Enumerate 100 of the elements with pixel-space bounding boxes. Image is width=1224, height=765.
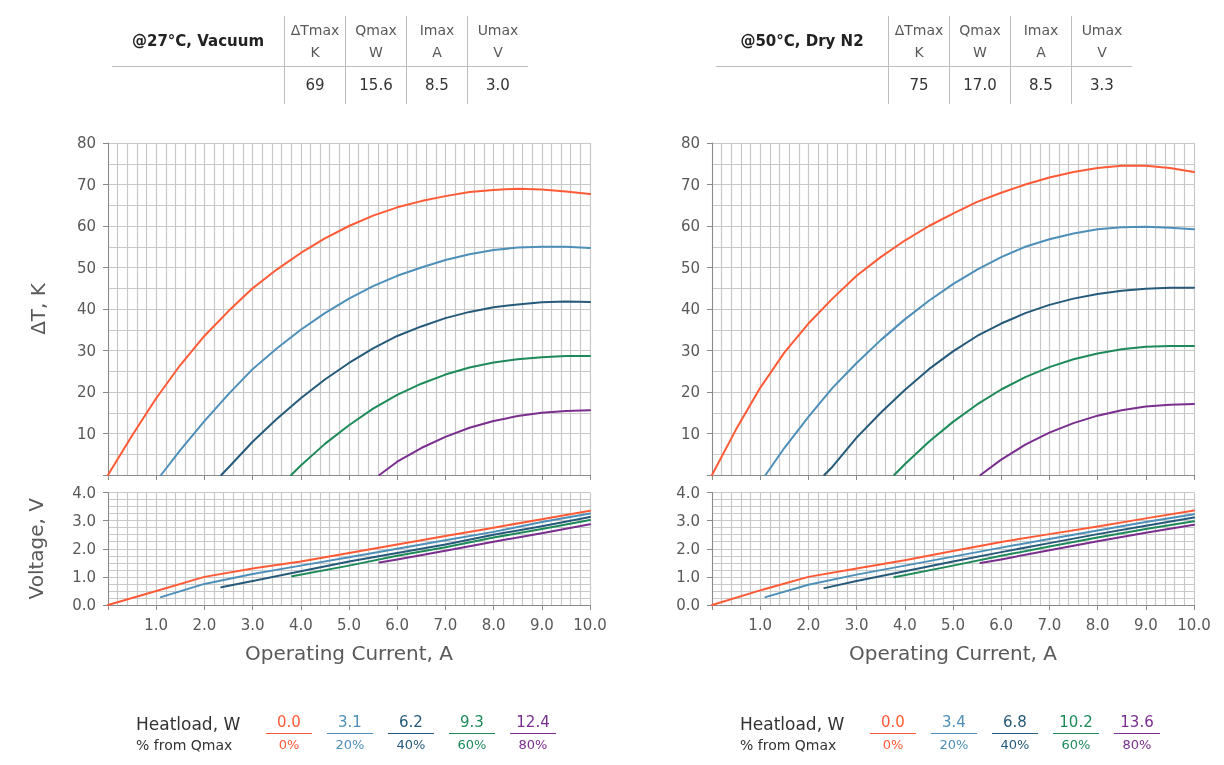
- y-tick-label: 70: [680, 175, 700, 194]
- text: 40%: [999, 737, 1031, 753]
- line-series: [893, 344, 1195, 476]
- text: 6.2: [388, 713, 434, 734]
- data-label: 3.3: [1071, 66, 1132, 104]
- y-tick-label: 20: [76, 383, 96, 401]
- x-tick-label: 5.0: [941, 615, 965, 634]
- line-series: [979, 523, 1195, 565]
- text: 60%: [1060, 737, 1092, 753]
- line-series: [979, 403, 1195, 476]
- text: 60%: [456, 737, 488, 753]
- line-series: [378, 409, 591, 476]
- y-tick-label: 50: [76, 258, 96, 277]
- legend-title: Heatload, W: [740, 714, 846, 734]
- data-label: 69: [284, 66, 346, 104]
- x-tick-label: 4.0: [892, 615, 917, 634]
- category-label: ΔTmax K: [888, 16, 950, 66]
- text: 3.4: [931, 713, 977, 734]
- category-label: Umax V: [467, 16, 528, 66]
- y-tick-label: 0.0: [676, 596, 700, 614]
- line-series: [764, 225, 1195, 476]
- text: 80%: [1121, 737, 1153, 753]
- x-tick-label: 8.0: [481, 615, 506, 634]
- data-label: 75: [888, 66, 950, 104]
- line-series: [290, 354, 591, 476]
- x-tick-label: 9.0: [1133, 615, 1158, 634]
- line-series: [823, 516, 1195, 590]
- x-tick-label: 2.0: [192, 615, 217, 634]
- text: 9.3: [449, 713, 495, 734]
- text: 0.0: [870, 713, 916, 734]
- y-tick-label: 3.0: [676, 511, 700, 530]
- line-series: [160, 245, 591, 476]
- y-axis-title: Voltage, V: [24, 497, 48, 600]
- x-tick-label: 7.0: [1037, 615, 1062, 634]
- text: @50°C, Dry N2: [716, 16, 889, 66]
- text: 0%: [881, 737, 905, 753]
- y-tick-label: 4.0: [676, 483, 700, 502]
- y-tick-label: 1.0: [676, 567, 700, 586]
- y-tick-label: 50: [680, 258, 700, 277]
- x-tick-label: 2.0: [796, 615, 821, 634]
- y-tick-label: 20: [680, 383, 700, 401]
- line-series: [823, 286, 1195, 476]
- text: 3.1: [327, 713, 373, 734]
- y-tick-label: 80: [680, 134, 700, 152]
- line-series: [160, 512, 591, 599]
- y-tick-label: 10: [76, 424, 96, 443]
- category-label: ΔTmax K: [284, 16, 346, 66]
- line-series: [220, 300, 591, 476]
- text: 20%: [938, 737, 970, 753]
- x-axis-title: Operating Current, A: [245, 641, 454, 665]
- y-tick-label: 40: [76, 300, 96, 318]
- x-tick-label: 3.0: [240, 615, 265, 634]
- data-label: 15.6: [345, 66, 407, 104]
- y-tick-label: 30: [680, 341, 700, 360]
- line-series: [220, 515, 591, 589]
- x-tick-label: 5.0: [337, 615, 361, 634]
- x-tick-label: 6.0: [989, 615, 1014, 634]
- y-tick-label: 3.0: [72, 511, 96, 530]
- line-series: [291, 519, 591, 578]
- y-tick-label: 1.0: [72, 567, 96, 586]
- category-label: Qmax W: [949, 16, 1011, 66]
- y-tick-label: 10: [680, 424, 700, 443]
- data-label: 8.5: [1010, 66, 1072, 104]
- text: 0%: [277, 737, 301, 753]
- text: 0.0: [266, 713, 312, 734]
- category-label: Umax V: [1071, 16, 1132, 66]
- text: % from Qmax: [740, 737, 838, 753]
- data-label: 3.0: [467, 66, 528, 104]
- x-tick-label: 8.0: [1085, 615, 1110, 634]
- text: 6.8: [992, 713, 1038, 734]
- y-tick-label: 0.0: [72, 596, 96, 614]
- x-tick-label: 4.0: [288, 615, 313, 634]
- text: % from Qmax: [136, 737, 234, 753]
- text: 40%: [395, 737, 427, 753]
- category-label: Imax A: [406, 16, 468, 66]
- y-tick-label: 70: [76, 175, 96, 194]
- x-tick-label: 10.0: [573, 615, 607, 634]
- category-label: Qmax W: [345, 16, 407, 66]
- text: 12.4: [510, 713, 556, 734]
- y-tick-label: 40: [680, 300, 700, 318]
- x-tick-label: 10.0: [1177, 615, 1211, 634]
- y-tick-label: 60: [76, 217, 96, 235]
- y-tick-label: 30: [76, 341, 96, 360]
- line-series: [893, 520, 1195, 579]
- y-tick-label: 60: [680, 217, 700, 235]
- line-series: [764, 513, 1195, 599]
- y-tick-label: 4.0: [72, 483, 96, 502]
- text: 20%: [334, 737, 366, 753]
- text: 80%: [517, 737, 549, 753]
- y-tick-label: 2.0: [676, 539, 700, 558]
- text: 13.6: [1114, 713, 1160, 734]
- data-label: 17.0: [949, 66, 1011, 104]
- text: 10.2: [1053, 713, 1099, 734]
- x-tick-label: 1.0: [144, 615, 169, 634]
- x-tick-label: 6.0: [385, 615, 410, 634]
- text: @27°C, Vacuum: [112, 16, 285, 66]
- data-label: 8.5: [406, 66, 468, 104]
- y-axis-title: ΔT, K: [26, 282, 50, 335]
- x-tick-label: 7.0: [433, 615, 458, 634]
- x-tick-label: 9.0: [529, 615, 554, 634]
